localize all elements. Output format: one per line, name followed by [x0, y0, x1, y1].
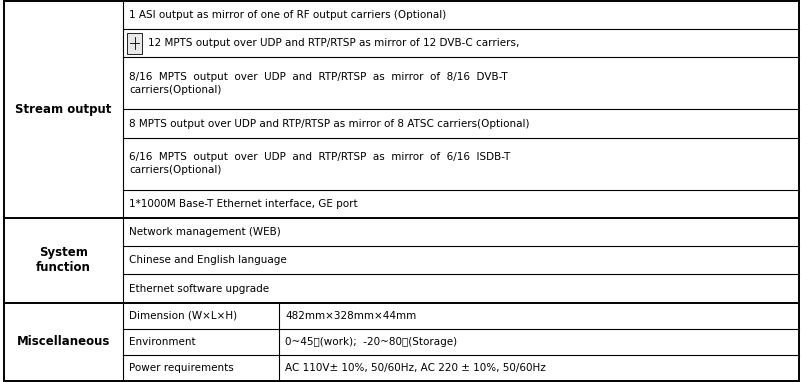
- Text: 1 ASI output as mirror of one of RF output carriers (Optional): 1 ASI output as mirror of one of RF outp…: [129, 10, 446, 20]
- Text: AC 110V± 10%, 50/60Hz, AC 220 ± 10%, 50/60Hz: AC 110V± 10%, 50/60Hz, AC 220 ± 10%, 50/…: [285, 363, 546, 373]
- Text: 1*1000M Base-T Ethernet interface, GE port: 1*1000M Base-T Ethernet interface, GE po…: [129, 199, 357, 209]
- Text: Power requirements: Power requirements: [129, 363, 240, 373]
- FancyBboxPatch shape: [127, 32, 142, 53]
- Text: 482mm×328mm×44mm: 482mm×328mm×44mm: [285, 311, 417, 321]
- Text: Dimension (W×L×H): Dimension (W×L×H): [129, 311, 237, 321]
- Text: 6/16  MPTS  output  over  UDP  and  RTP/RTSP  as  mirror  of  6/16  ISDB-T
carri: 6/16 MPTS output over UDP and RTP/RTSP a…: [129, 152, 510, 175]
- Text: Chinese and English language: Chinese and English language: [129, 256, 287, 265]
- Text: 8 MPTS output over UDP and RTP/RTSP as mirror of 8 ATSC carriers(Optional): 8 MPTS output over UDP and RTP/RTSP as m…: [129, 118, 529, 128]
- Text: Ethernet software upgrade: Ethernet software upgrade: [129, 283, 269, 294]
- Text: System
function: System function: [36, 246, 91, 274]
- Text: Network management (WEB): Network management (WEB): [129, 227, 280, 237]
- Text: Stream output: Stream output: [15, 103, 111, 116]
- Text: 12 MPTS output over UDP and RTP/RTSP as mirror of 12 DVB-C carriers,: 12 MPTS output over UDP and RTP/RTSP as …: [148, 38, 526, 48]
- Text: Environment: Environment: [129, 337, 195, 347]
- Text: 8/16  MPTS  output  over  UDP  and  RTP/RTSP  as  mirror  of  8/16  DVB-T
carrie: 8/16 MPTS output over UDP and RTP/RTSP a…: [129, 72, 508, 95]
- Text: Miscellaneous: Miscellaneous: [17, 335, 110, 348]
- Text: 0~45　(work);  -20~80　(Storage): 0~45 (work); -20~80 (Storage): [285, 337, 464, 347]
